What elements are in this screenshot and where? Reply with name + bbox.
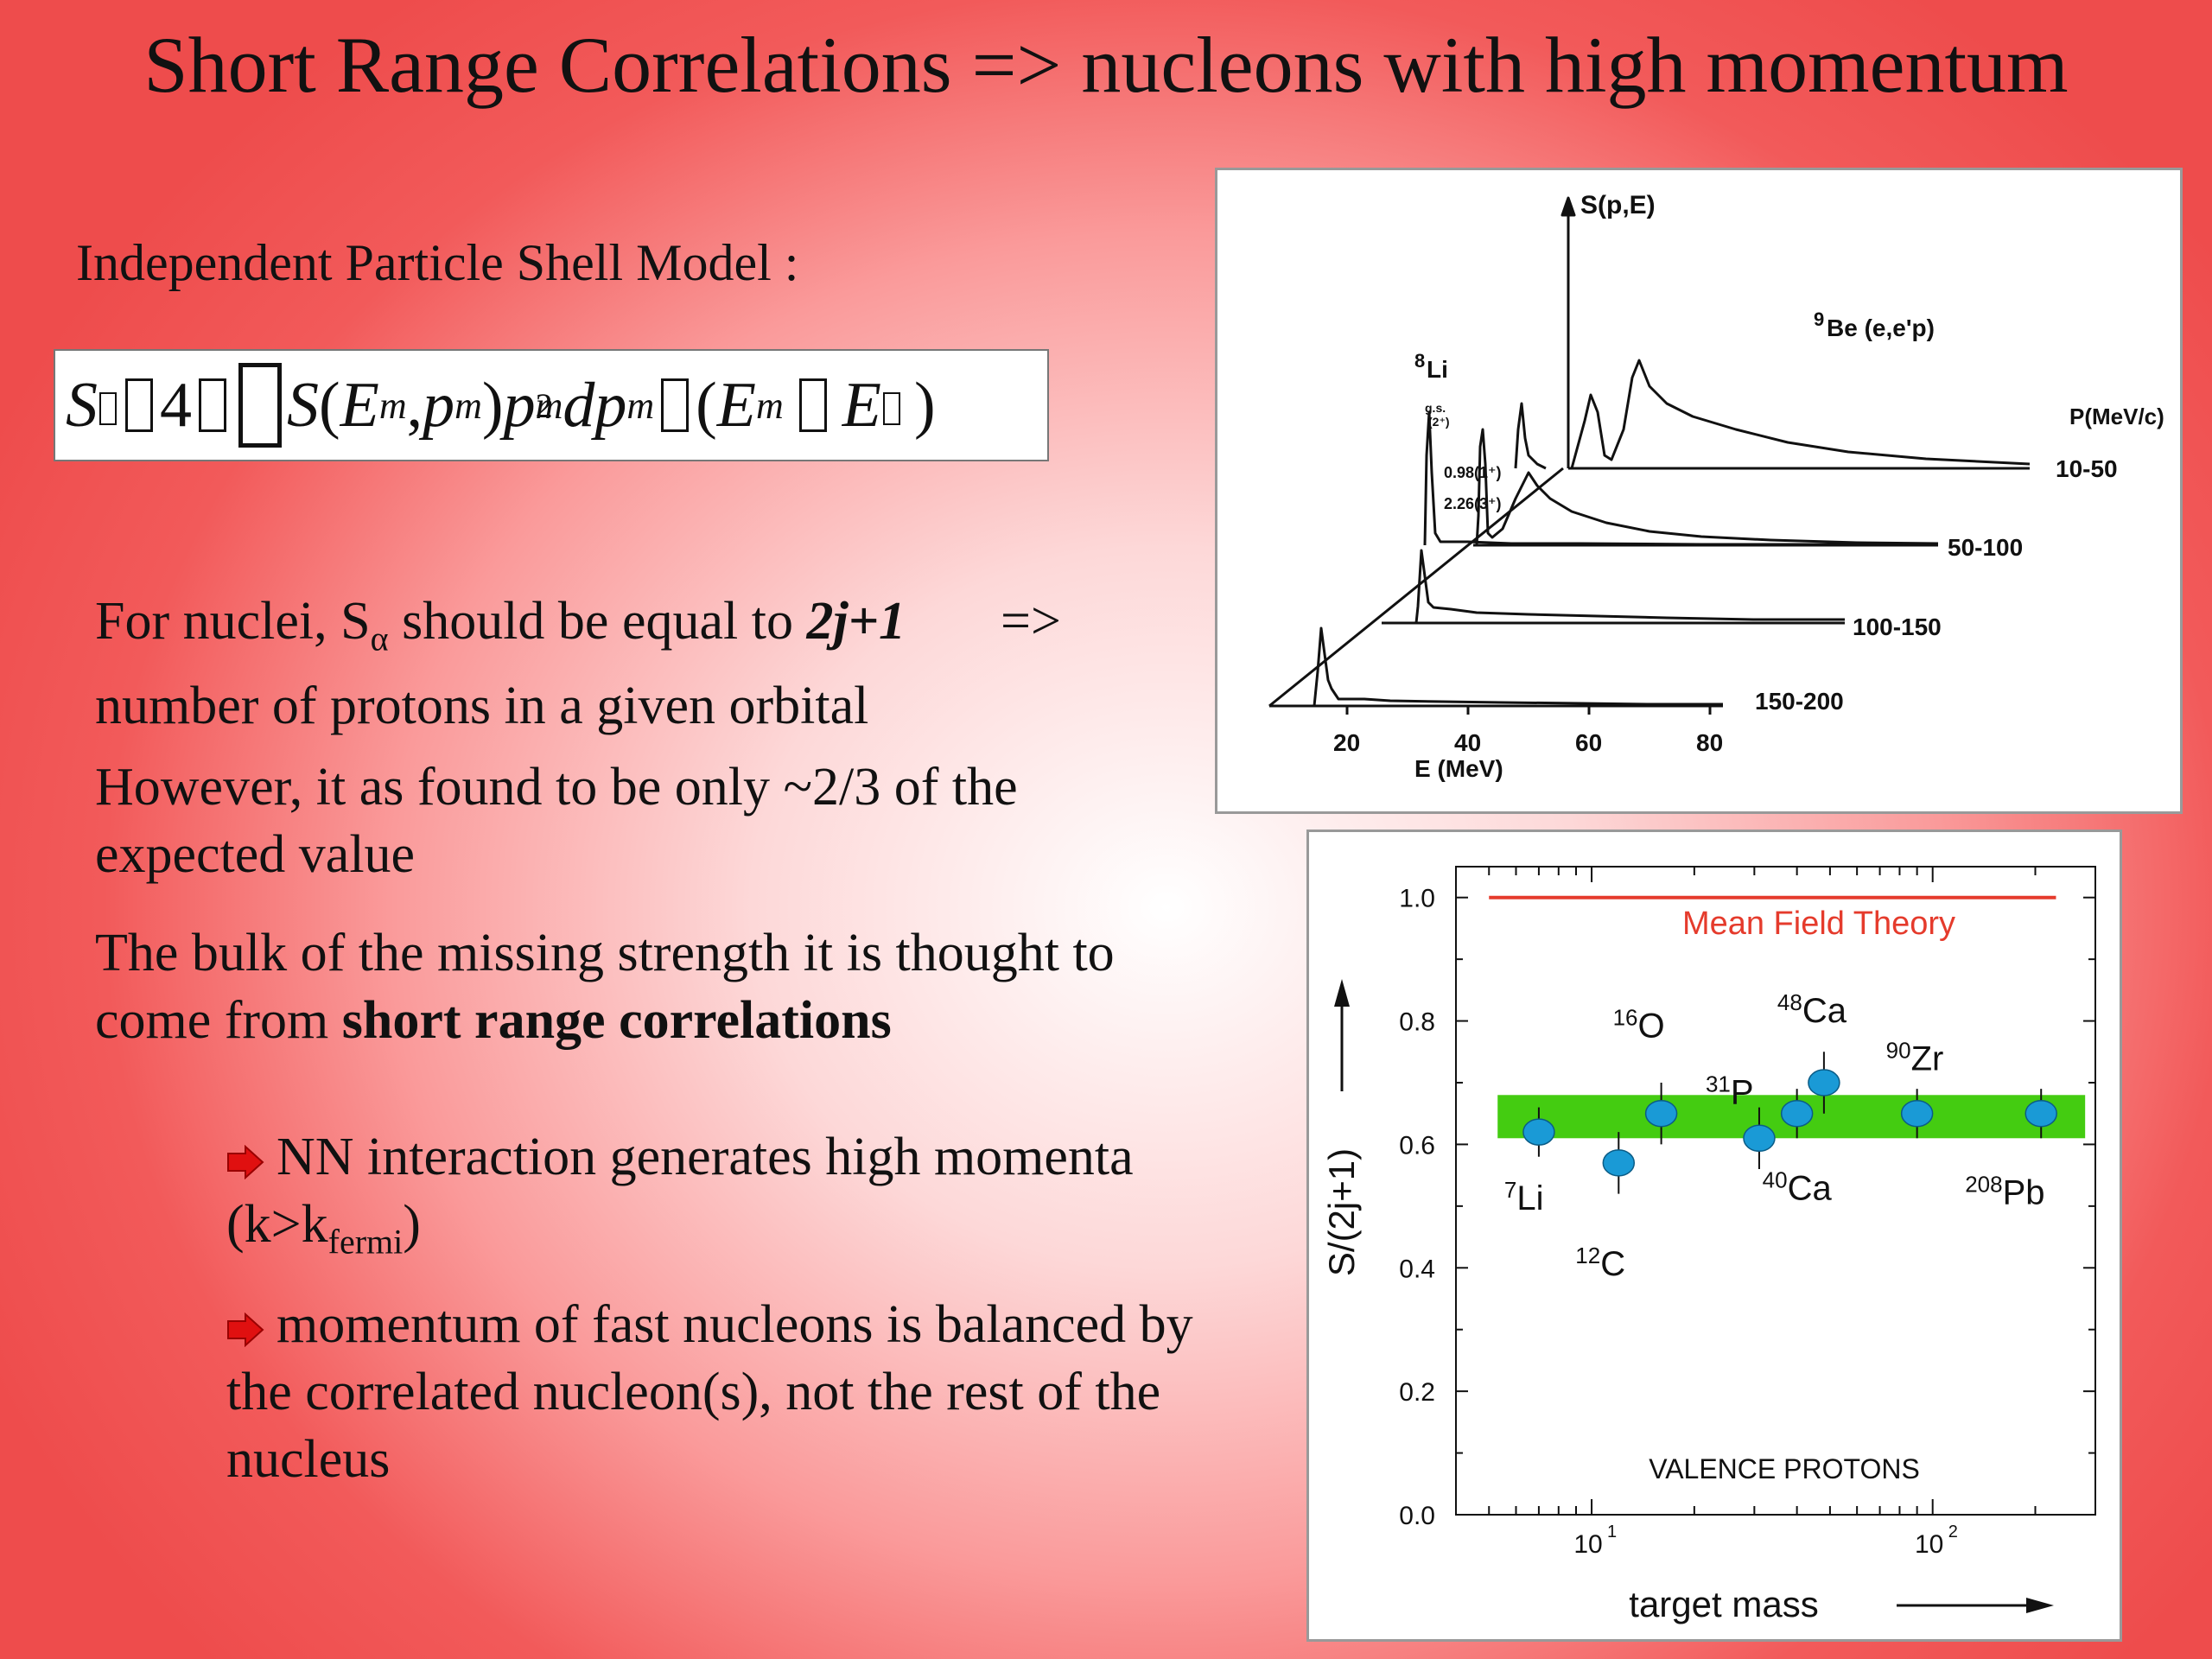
y-tick-label: 0.0 <box>1399 1502 1435 1530</box>
bullet-item: momentum of fast nucleons is balanced by… <box>226 1295 1193 1490</box>
nucleus-label: 40Ca <box>1763 1167 1833 1208</box>
e-axis-label: E (MeV) <box>1414 755 1503 782</box>
nucleus-label: 31P <box>1706 1071 1754 1111</box>
nucleus-label: 208Pb <box>1965 1172 2044 1212</box>
red-arrow-icon <box>227 1144 264 1179</box>
spectroscopic-factor-chart: 0.0 0.2 0.4 0.6 0.8 1.0 7Li 12C 16O 31P 40Ca 48Ca 9… <box>1306 830 2122 1642</box>
p-axis-label: P(MeV/c) <box>2069 404 2164 429</box>
nucleus-label: 7Li <box>1504 1177 1544 1217</box>
slide-title: Short Range Correlations => nucleons wit… <box>143 21 2069 109</box>
missing-glyph-icon <box>798 378 827 432</box>
bullet-item: NN interaction generates high momenta (k… <box>226 1128 1134 1262</box>
e-tick-label: 20 <box>1333 729 1360 756</box>
region-label: VALENCE PROTONS <box>1649 1453 1920 1484</box>
e-tick-label: 80 <box>1696 729 1723 756</box>
e-tick-label: 60 <box>1575 729 1602 756</box>
p-range-label: 150-200 <box>1755 688 1844 715</box>
p-range-label: 100-150 <box>1853 613 1942 640</box>
formula-four: 4 <box>160 369 192 441</box>
data-point <box>1644 1099 1678 1128</box>
data-point <box>1808 1069 1840 1096</box>
e-tick-label: 40 <box>1454 729 1481 756</box>
svg-text:g.s.: g.s. <box>1425 401 1446 415</box>
spectroscopic-factor-svg: 0.0 0.2 0.4 0.6 0.8 1.0 7Li 12C 16O 31P 40Ca 48Ca 9… <box>1321 866 2096 1624</box>
p-range-label: 10-50 <box>2056 455 2118 482</box>
y-tick-label: 1.0 <box>1399 885 1435 913</box>
svg-text:9: 9 <box>1814 308 1824 330</box>
plot-frame <box>1455 866 2096 1516</box>
missing-glyph-icon <box>125 378 153 432</box>
paragraph-however: However, it as found to be only ~2/3 of … <box>95 758 1018 884</box>
mean-field-label: Mean Field Theory <box>1682 906 1955 942</box>
spectral-function-svg: S(p,E) 9 Be (e,e'p) 8 Li g.s. (2⁺) 0.98(… <box>1268 191 2164 782</box>
spectral-function-figure: S(p,E) 9 Be (e,e'p) 8 Li g.s. (2⁺) 0.98(… <box>1215 168 2183 814</box>
svg-text:0.98(1⁺): 0.98(1⁺) <box>1444 464 1502 481</box>
paragraph-bulk: The bulk of the missing strength it is t… <box>95 924 1115 1050</box>
formula-lhs: S <box>66 369 98 441</box>
svg-text:2.26(3⁺): 2.26(3⁺) <box>1444 495 1502 512</box>
nucleus-label: 90Zr <box>1886 1038 1944 1078</box>
data-point <box>2024 1099 2057 1128</box>
svg-text:(2⁺): (2⁺) <box>1428 415 1450 429</box>
x-axis-arrow-icon <box>1897 1598 2054 1613</box>
integral-glyph-icon <box>238 363 282 448</box>
missing-glyph-icon <box>661 378 690 432</box>
y-axis-arrow-icon <box>1334 979 1350 1091</box>
data-point <box>1900 1099 1934 1128</box>
red-arrow-icon <box>227 1313 264 1348</box>
x-tick-exponent: 1 <box>1607 1522 1617 1541</box>
x-tick-label: 10 <box>1915 1530 1943 1559</box>
y-axis-label: S/(2j+1) <box>1321 1148 1362 1276</box>
y-tick-label: 0.4 <box>1399 1255 1435 1283</box>
x-axis-label: target mass <box>1629 1584 1818 1624</box>
data-point <box>1602 1149 1636 1177</box>
data-point <box>1522 1118 1555 1146</box>
spectral-y-label: S(p,E) <box>1580 191 1656 219</box>
x-tick-label: 10 <box>1573 1530 1602 1559</box>
svg-text:8: 8 <box>1414 350 1425 372</box>
bullet-list: NN interaction generates high momenta (k… <box>226 1123 1194 1493</box>
ipsm-label: Independent Particle Shell Model : <box>76 234 799 291</box>
x-tick-exponent: 2 <box>1948 1522 1958 1541</box>
data-point <box>1780 1099 1814 1128</box>
nucleus-label: 48Ca <box>1777 989 1847 1030</box>
reaction-label: Be (e,e'p) <box>1827 315 1935 341</box>
nucleus-label: 12C <box>1575 1243 1625 1283</box>
data-point <box>1743 1124 1776 1153</box>
p-range-label: 50-100 <box>1948 534 2023 561</box>
y-tick-label: 0.6 <box>1399 1131 1435 1160</box>
nucleus-label: 16O <box>1613 1005 1665 1046</box>
y-tick-label: 0.2 <box>1399 1378 1435 1407</box>
missing-glyph-icon <box>199 378 226 432</box>
state-label: Li <box>1427 356 1448 383</box>
paragraph-nuclei: For nuclei, Sα should be equal to 2j+1 =>… <box>95 592 1061 736</box>
y-tick-label: 0.8 <box>1399 1008 1435 1037</box>
